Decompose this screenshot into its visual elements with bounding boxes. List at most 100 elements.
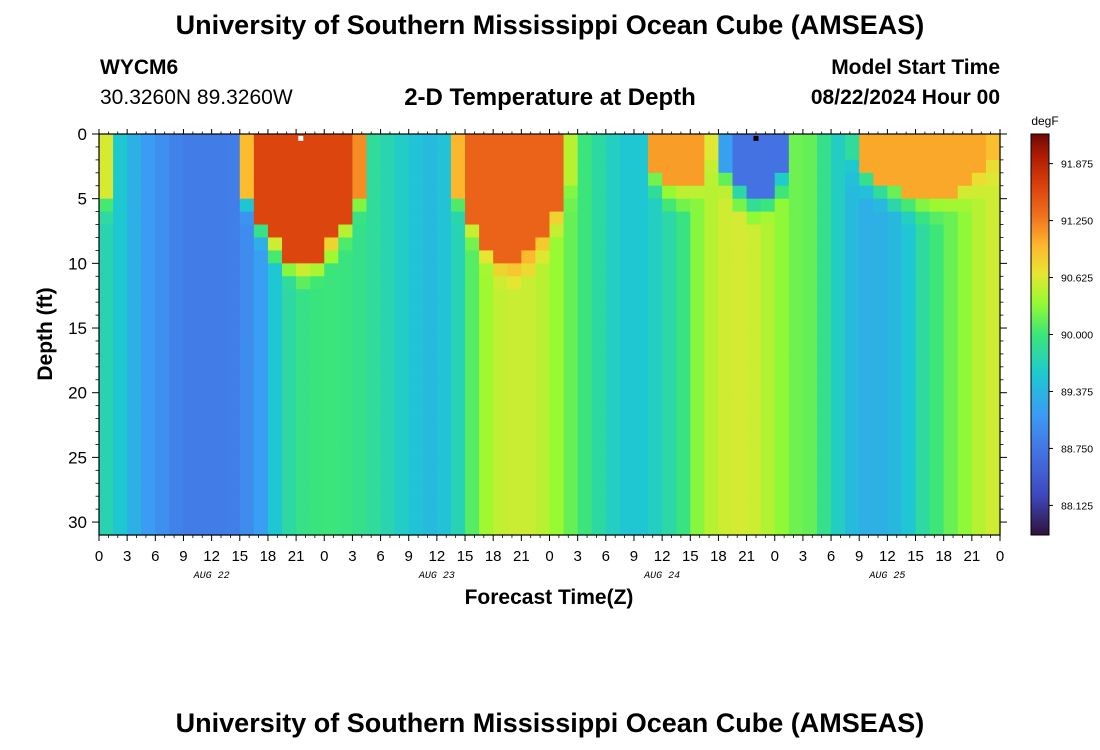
heatmap-cell (563, 263, 579, 277)
heatmap-cell (704, 302, 720, 316)
heatmap-cell (324, 496, 339, 510)
heatmap-cell (450, 315, 466, 329)
heatmap-cell (535, 289, 551, 303)
heatmap-cell (450, 237, 466, 252)
heatmap-cell (141, 418, 156, 433)
heatmap-cell (662, 392, 677, 407)
heatmap-cell (535, 405, 551, 420)
heatmap-cell (887, 405, 903, 420)
heatmap-cell (450, 379, 466, 394)
heatmap-cell (577, 237, 593, 252)
heatmap-cell (155, 263, 170, 277)
heatmap-cell (549, 392, 565, 407)
heatmap-cell (957, 379, 973, 394)
heatmap-cell (563, 470, 579, 484)
heatmap-cell (408, 444, 424, 458)
heatmap-cell (380, 315, 396, 329)
heatmap-cell (887, 315, 903, 329)
heatmap-cell (633, 276, 649, 290)
heatmap-cell (225, 172, 241, 187)
heatmap-cell (352, 483, 368, 497)
heatmap-cell (802, 315, 818, 329)
heatmap-cell (619, 444, 635, 458)
heatmap-cell (465, 146, 480, 161)
heatmap-cell (802, 198, 818, 213)
heatmap-cell (380, 509, 396, 523)
heatmap-cell (690, 418, 705, 433)
heatmap-cell (211, 379, 227, 394)
heatmap-cell (760, 276, 776, 290)
heatmap-cell (239, 302, 255, 316)
heatmap-cell (183, 366, 199, 381)
heatmap-cell (845, 379, 860, 394)
heatmap-cell (887, 379, 903, 394)
heatmap-cell (690, 405, 705, 420)
heatmap-cell (535, 379, 551, 394)
heatmap-cell (971, 457, 987, 471)
heatmap-cell (253, 185, 269, 200)
heatmap-cell (183, 276, 199, 290)
heatmap-cell (141, 302, 156, 316)
heatmap-cell (676, 483, 691, 497)
heatmap-cell (296, 263, 311, 277)
heatmap-cell (493, 340, 508, 355)
heatmap-cell (901, 392, 917, 407)
heatmap-cell (704, 496, 720, 510)
heatmap-cell (211, 289, 227, 303)
heatmap-cell (239, 289, 255, 303)
heatmap-cell (99, 263, 114, 277)
heatmap-cell (352, 237, 368, 252)
heatmap-cell (338, 289, 354, 303)
heatmap-cell (267, 392, 283, 407)
heatmap-cell (450, 172, 466, 187)
heatmap-cell (521, 276, 537, 290)
heatmap-cell (507, 509, 522, 523)
heatmap-cell (549, 340, 565, 355)
heatmap-cell (577, 263, 593, 277)
heatmap-cell (957, 392, 973, 407)
heatmap-cell (760, 418, 776, 433)
heatmap-cell (831, 185, 846, 200)
y-tick-label: 15 (68, 319, 87, 338)
heatmap-cell (605, 276, 621, 290)
heatmap-cell (113, 263, 128, 277)
heatmap-cell (915, 470, 931, 484)
heatmap-cell (394, 328, 410, 342)
heatmap-cell (816, 172, 832, 187)
heatmap-cell (253, 302, 269, 316)
heatmap-cell (422, 172, 438, 187)
heatmap-cell (887, 522, 903, 536)
heatmap-cell (915, 224, 931, 239)
heatmap-cell (831, 366, 846, 381)
heatmap-cell (282, 444, 297, 458)
heatmap-cell (310, 509, 325, 523)
heatmap-cell (802, 444, 818, 458)
heatmap-cell (549, 198, 565, 213)
heatmap-cell (619, 496, 635, 510)
heatmap-cell (704, 185, 720, 200)
heatmap-cell (718, 172, 734, 187)
heatmap-cell (633, 185, 649, 200)
heatmap-cell (746, 276, 762, 290)
heatmap-cell (591, 457, 607, 471)
x-tick-label: 12 (429, 548, 446, 565)
heatmap-cell (577, 172, 593, 187)
heatmap-cell (239, 328, 255, 342)
heatmap-cell (394, 392, 410, 407)
heatmap-cell (788, 340, 804, 355)
heatmap-cell (859, 237, 874, 252)
heatmap-cell (816, 146, 832, 161)
heatmap-cell (859, 353, 874, 368)
heatmap-cell (282, 405, 297, 420)
heatmap-cell (113, 198, 128, 213)
heatmap-cell (873, 431, 888, 446)
heatmap-cell (802, 353, 818, 368)
y-tick-label: 0 (78, 125, 87, 144)
heatmap-cell (211, 172, 227, 187)
heatmap-cell (619, 302, 635, 316)
heatmap-cell (338, 328, 354, 342)
heatmap-cell (802, 509, 818, 523)
heatmap-cell (239, 444, 255, 458)
heatmap-cell (648, 198, 663, 213)
heatmap-cell (197, 172, 213, 187)
